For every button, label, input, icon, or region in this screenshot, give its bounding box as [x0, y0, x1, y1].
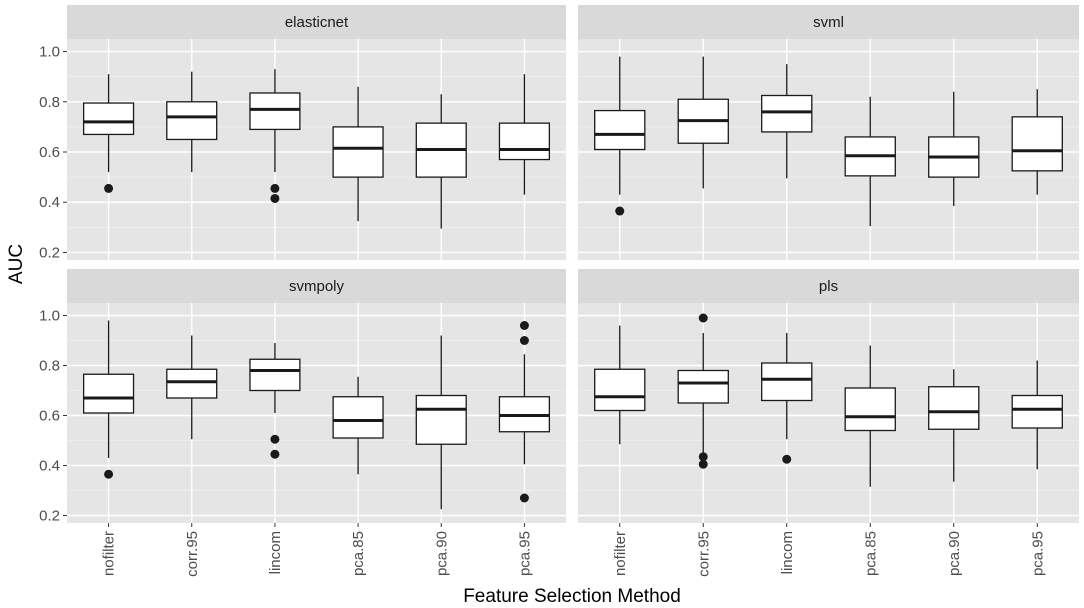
y-tick-label: 0.4 [39, 194, 60, 211]
box-pca.90 [415, 335, 467, 510]
box-nofilter [82, 74, 135, 193]
box-iqr [82, 102, 135, 136]
box-nofilter [594, 325, 646, 445]
box-pca.90 [928, 91, 980, 207]
box-pca.85 [844, 345, 896, 487]
box-corr.95 [166, 71, 218, 173]
panel-background [578, 303, 1079, 523]
box-iqr [415, 394, 467, 445]
box-iqr [82, 373, 135, 414]
box-lincom [761, 64, 813, 179]
facet-panel-svml: svml [578, 5, 1079, 260]
box-iqr [249, 358, 301, 392]
box-lincom [249, 69, 301, 203]
outlier-point [519, 336, 529, 345]
y-tick-label: 0.8 [39, 94, 60, 111]
outlier-point [104, 469, 114, 479]
box-corr.95 [677, 56, 729, 189]
facet-title: svml [813, 14, 844, 31]
facet-panel-svmpoly: svmpoly 0.2 0.4 0.6 0.8 1.0 nofilter corr.95 lin… [39, 269, 566, 577]
box-pca.85 [332, 376, 384, 475]
facet-strip [67, 269, 566, 303]
box-corr.95 [166, 335, 218, 440]
outlier-point [519, 321, 529, 330]
x-tick-label: lincom [267, 531, 284, 574]
x-tick-label: pca.95 [516, 531, 533, 576]
outlier-point [270, 449, 280, 459]
box-iqr [1011, 116, 1063, 172]
outlier-point [270, 193, 280, 203]
box-corr.95 [677, 313, 729, 469]
box-iqr [498, 122, 551, 161]
box-lincom [249, 343, 301, 459]
x-tick-label: nofilter [612, 531, 629, 576]
y-tick-label: 0.6 [39, 144, 60, 161]
box-iqr [761, 94, 813, 133]
y-tick-label: 0.2 [39, 244, 60, 261]
panel-background [578, 39, 1079, 260]
box-lincom [761, 333, 813, 464]
x-tick-label: pca.95 [1029, 531, 1046, 576]
y-tick-label: 0.4 [39, 458, 60, 475]
box-iqr [249, 92, 301, 131]
box-iqr [1011, 394, 1063, 429]
box-nofilter [594, 56, 646, 216]
box-iqr [332, 126, 384, 178]
box-iqr [166, 368, 218, 399]
x-tick-label: corr.95 [184, 531, 201, 577]
panel-background [67, 39, 566, 260]
outlier-point [519, 493, 529, 503]
box-iqr [761, 362, 813, 402]
box-iqr [594, 109, 646, 151]
outlier-point [698, 313, 708, 323]
x-tick-label: pca.85 [862, 531, 879, 576]
box-iqr [677, 369, 729, 404]
x-tick-label: lincom [779, 531, 796, 574]
outlier-point [698, 459, 708, 469]
x-tick-label: corr.95 [695, 531, 712, 577]
box-nofilter [82, 320, 135, 479]
box-pca.95 [498, 321, 551, 503]
outlier-point [698, 452, 708, 462]
box-iqr [332, 396, 384, 439]
y-tick-label: 0.2 [39, 508, 60, 525]
box-pca.95 [498, 74, 551, 195]
outlier-point [270, 434, 280, 444]
facet-panel-pls: pls nofilter corr.95 lincom pca.85 pca.90 pca.… [578, 269, 1079, 577]
y-tick-label: 1.0 [39, 308, 60, 325]
y-tick-label: 1.0 [39, 44, 60, 61]
x-tick-label: pca.90 [433, 531, 450, 576]
facet-strip [578, 269, 1079, 303]
facet-strip [578, 5, 1079, 39]
facet-panel-elasticnet: elasticnet 0.2 0.4 0.6 0.8 1.0 [39, 5, 566, 261]
box-iqr [594, 368, 646, 412]
box-pca.95 [1011, 89, 1063, 195]
box-iqr [928, 386, 980, 430]
y-axis-title: AUC [6, 244, 27, 284]
outlier-point [270, 183, 280, 193]
facet-title: elasticnet [285, 14, 349, 31]
y-tick-label: 0.8 [39, 358, 60, 375]
box-pca.85 [332, 86, 384, 222]
x-tick-label: pca.90 [946, 531, 963, 576]
box-pca.90 [415, 94, 467, 229]
box-iqr [844, 387, 896, 432]
box-iqr [166, 101, 218, 141]
y-tick-label: 0.6 [39, 408, 60, 425]
x-tick-label: nofilter [101, 531, 118, 576]
outlier-point [104, 183, 114, 193]
box-pca.85 [844, 96, 896, 227]
facet-title: pls [819, 278, 838, 295]
facet-title: svmpoly [289, 278, 345, 295]
box-pca.90 [928, 369, 980, 482]
x-tick-label: pca.85 [350, 531, 367, 576]
facet-strip [67, 5, 566, 39]
outlier-point [615, 206, 625, 216]
x-axis-title: Feature Selection Method [463, 586, 681, 607]
panel-background [67, 303, 566, 523]
box-pca.95 [1011, 360, 1063, 470]
outlier-point [782, 454, 792, 464]
